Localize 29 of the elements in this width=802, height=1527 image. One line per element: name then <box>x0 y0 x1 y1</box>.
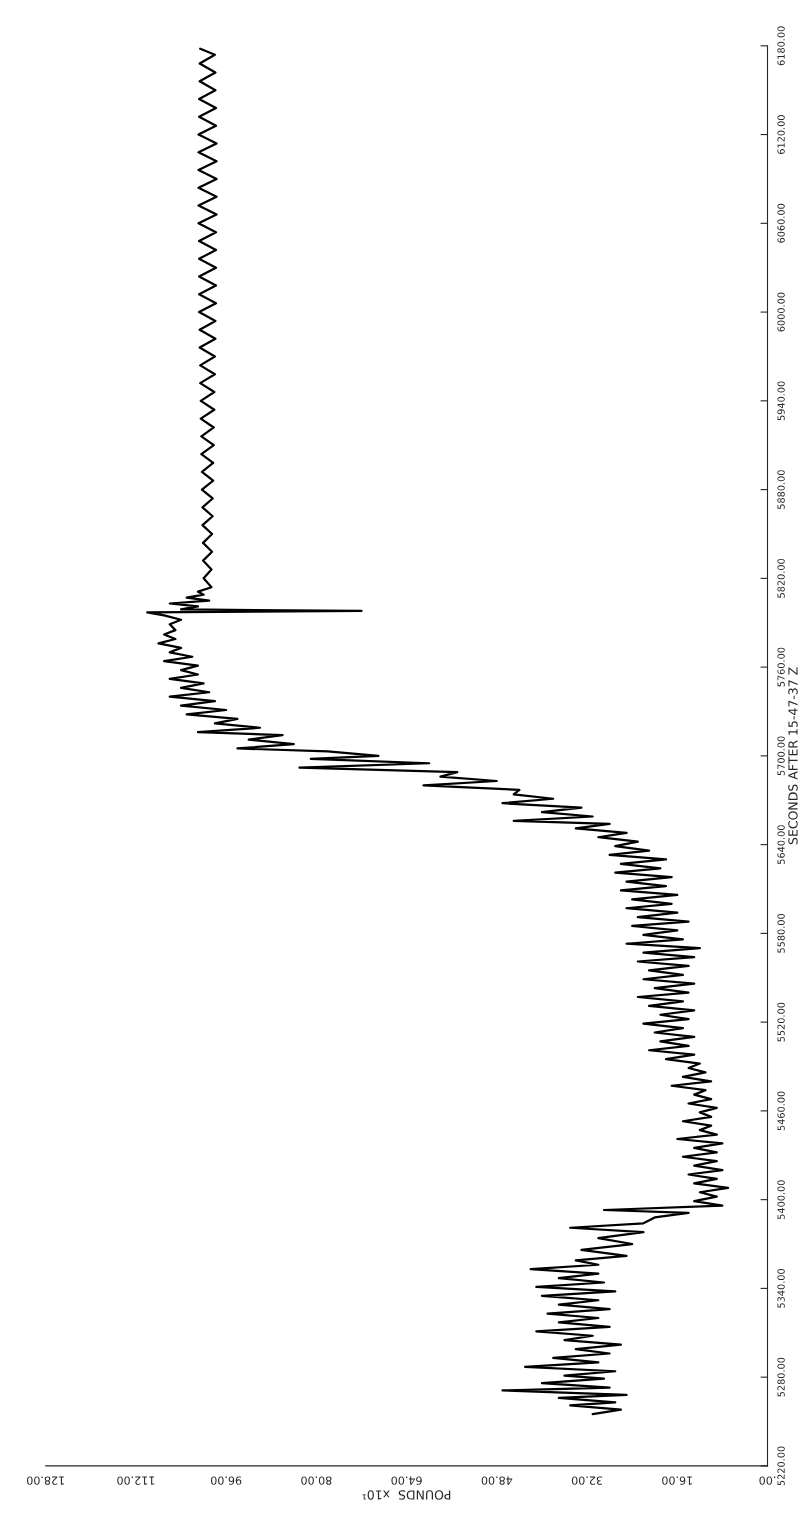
y-tick-label: 5760.00 <box>777 647 785 687</box>
y-tick-label: 6120.00 <box>777 115 785 154</box>
y-tick-label: 5460.00 <box>777 1091 785 1131</box>
y-axis-title: SECONDS AFTER 15-47-37 Z <box>788 667 798 845</box>
x-tick-label: .00 <box>759 1476 776 1485</box>
y-tick-label: 5340.00 <box>777 1268 785 1308</box>
y-tick-label: 5880.00 <box>777 470 785 509</box>
x-tick-label: 96.00 <box>211 1476 242 1485</box>
x-tick-label: 16.00 <box>662 1476 692 1485</box>
x-tick-label: 112.00 <box>117 1476 155 1485</box>
y-tick-label: 5640.00 <box>777 825 785 864</box>
y-tick-label: 6060.00 <box>777 203 785 243</box>
y-tick-label: 5220.00 <box>777 1446 785 1486</box>
x-tick-label: 64.00 <box>391 1476 422 1485</box>
y-tick-label: 5580.00 <box>777 913 785 953</box>
y-tick-label: 5700.00 <box>777 736 785 776</box>
x-tick-label: 48.00 <box>481 1476 513 1485</box>
x-tick-label: 80.00 <box>301 1476 332 1485</box>
y-tick-label: 6000.00 <box>777 292 785 332</box>
line-series <box>146 47 730 1416</box>
x-tick-label: 32.00 <box>571 1476 603 1485</box>
x-tick-label: 128.00 <box>27 1476 64 1485</box>
y-tick-label: 5280.00 <box>777 1357 785 1397</box>
y-tick-label: 5820.00 <box>777 558 785 598</box>
y-tick-label: 5520.00 <box>777 1002 785 1042</box>
y-tick-label: 6180.00 <box>777 26 785 66</box>
y-tick-label: 5400.00 <box>777 1180 785 1219</box>
x-axis-title: POUNDS x10¹ <box>362 1490 451 1500</box>
y-tick-label: 5940.00 <box>777 381 785 421</box>
